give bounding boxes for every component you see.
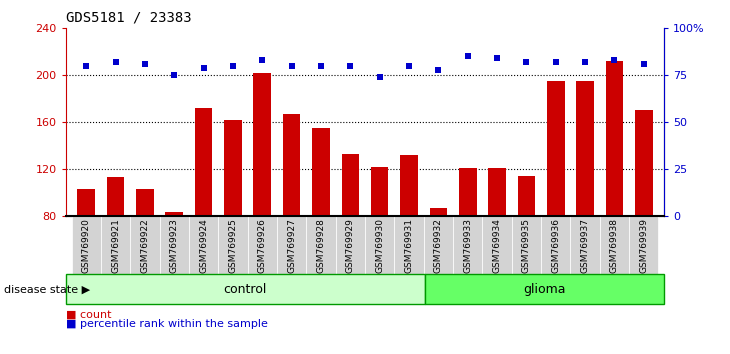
Point: [110, 59, 121, 65]
Text: GSM769926: GSM769926: [258, 218, 266, 273]
Text: GSM769920: GSM769920: [82, 218, 91, 273]
Point: [169, 73, 180, 78]
Point: [520, 59, 532, 65]
Bar: [488, 168, 506, 310]
Bar: [342, 154, 359, 310]
Bar: [136, 189, 154, 310]
Point: [491, 56, 503, 61]
Bar: [635, 110, 653, 310]
Bar: [312, 128, 330, 310]
Bar: [429, 208, 447, 310]
Bar: [107, 177, 124, 310]
Text: GSM769930: GSM769930: [375, 218, 384, 273]
Point: [432, 67, 444, 73]
Point: [315, 63, 327, 69]
Text: GSM769931: GSM769931: [404, 218, 413, 273]
Point: [403, 63, 415, 69]
Point: [579, 59, 591, 65]
Text: ■ count: ■ count: [66, 310, 111, 320]
Bar: [224, 120, 242, 310]
Text: GSM769925: GSM769925: [228, 218, 237, 273]
Text: GSM769929: GSM769929: [346, 218, 355, 273]
Text: GSM769924: GSM769924: [199, 218, 208, 273]
Text: GSM769936: GSM769936: [551, 218, 560, 273]
Text: GSM769934: GSM769934: [493, 218, 502, 273]
Point: [256, 57, 268, 63]
Text: GSM769932: GSM769932: [434, 218, 443, 273]
Bar: [547, 81, 564, 310]
Text: glioma: glioma: [523, 283, 566, 296]
Bar: [459, 168, 477, 310]
Text: GSM769933: GSM769933: [464, 218, 472, 273]
Text: GSM769928: GSM769928: [317, 218, 326, 273]
Text: GSM769922: GSM769922: [140, 218, 150, 273]
Bar: [576, 81, 594, 310]
Text: disease state ▶: disease state ▶: [4, 284, 90, 295]
Bar: [195, 108, 212, 310]
Point: [80, 63, 92, 69]
Bar: [77, 189, 95, 310]
Text: GSM769938: GSM769938: [610, 218, 619, 273]
Point: [374, 74, 385, 80]
Point: [345, 63, 356, 69]
Text: GSM769923: GSM769923: [170, 218, 179, 273]
Point: [139, 61, 151, 67]
Point: [227, 63, 239, 69]
Text: GSM769937: GSM769937: [580, 218, 590, 273]
Text: GSM769939: GSM769939: [639, 218, 648, 273]
Bar: [166, 212, 183, 310]
Bar: [400, 155, 418, 310]
Point: [638, 61, 650, 67]
Bar: [283, 114, 301, 310]
Text: GSM769927: GSM769927: [287, 218, 296, 273]
Bar: [518, 176, 535, 310]
Point: [609, 57, 620, 63]
Bar: [606, 61, 623, 310]
Text: GDS5181 / 23383: GDS5181 / 23383: [66, 11, 191, 25]
Point: [286, 63, 298, 69]
Text: ■ percentile rank within the sample: ■ percentile rank within the sample: [66, 319, 268, 329]
Point: [462, 53, 474, 59]
Bar: [253, 73, 271, 310]
Point: [198, 65, 210, 70]
Point: [550, 59, 561, 65]
Text: GSM769921: GSM769921: [111, 218, 120, 273]
Text: control: control: [223, 283, 267, 296]
Text: GSM769935: GSM769935: [522, 218, 531, 273]
Bar: [371, 167, 388, 310]
